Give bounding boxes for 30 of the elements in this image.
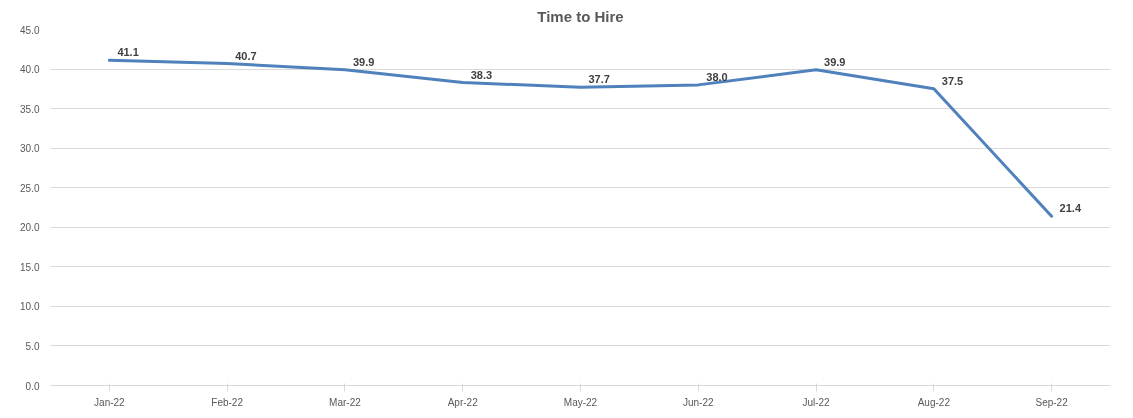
data-label: 37.5	[941, 74, 964, 87]
data-label: 41.1	[117, 46, 139, 59]
x-tick-label: Jun-22	[682, 396, 714, 408]
y-tick-label: 35.0	[20, 103, 40, 115]
y-tick-label: 0.0	[25, 380, 40, 392]
data-label: 38.3	[470, 68, 493, 81]
data-label: 39.9	[824, 55, 846, 68]
data-label: 21.4	[1059, 202, 1082, 215]
y-tick-label: 45.0	[20, 24, 40, 36]
x-tick-label: Mar-22	[329, 396, 362, 408]
chart-title: Time to Hire	[537, 7, 624, 25]
y-tick-label: 25.0	[20, 182, 40, 194]
data-label: 40.7	[235, 49, 257, 62]
data-label: 37.7	[588, 73, 610, 86]
x-tick-label: Jul-22	[802, 396, 831, 408]
x-tick-label: Aug-22	[917, 396, 951, 408]
data-label: 39.9	[352, 55, 375, 68]
x-tick-label: Jan-22	[94, 396, 126, 408]
y-tick-label: 5.0	[25, 340, 40, 352]
y-tick-label: 10.0	[20, 301, 40, 313]
y-tick-label: 30.0	[20, 143, 40, 155]
y-tick-label: 20.0	[20, 222, 40, 234]
x-tick-label: Sep-22	[1035, 396, 1069, 408]
x-tick-label: Apr-22	[447, 396, 479, 408]
y-tick-label: 40.0	[20, 64, 40, 76]
y-tick-label: 15.0	[20, 261, 40, 273]
x-tick-label: May-22	[563, 396, 598, 408]
data-label: 38.0	[706, 70, 728, 83]
x-tick-label: Feb-22	[211, 396, 244, 408]
line-series	[107, 58, 1054, 218]
